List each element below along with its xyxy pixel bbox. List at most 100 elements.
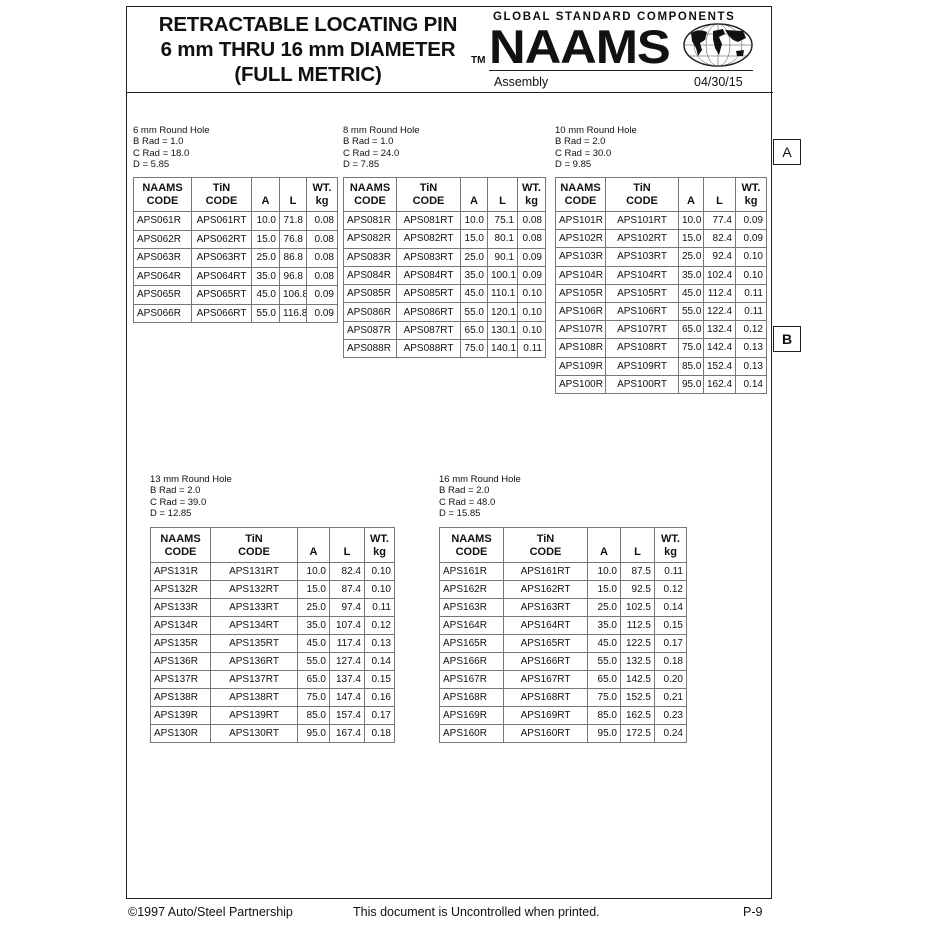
tin-code: APS083RT [396,247,461,267]
table-row: APS101R APS101RT 10.0 77.4 0.09 [555,210,767,231]
weight-value: 0.12 [654,580,687,599]
header-text: L [499,195,506,207]
naams-code-header: NAAMS CODE [555,177,606,212]
naams-code: APS063R [133,248,192,268]
l-value: 97.4 [329,598,365,617]
l-value: 71.8 [279,211,307,231]
l-value: 82.4 [703,229,736,249]
weight-value: 0.11 [364,598,395,617]
weight-value: 0.10 [364,580,395,599]
a-value: 25.0 [460,247,488,267]
weight-value: 0.10 [517,320,546,341]
table-row: APS087R APS087RT 65.0 130.1 0.10 [343,320,546,341]
l-value: 86.8 [279,248,307,268]
naams-code: APS131R [150,562,211,581]
header-text: WT. [370,533,389,545]
tin-code: APS163RT [503,598,588,617]
a-value: 55.0 [678,301,704,322]
page-border [126,6,772,899]
tin-code: APS139RT [210,706,298,725]
spec-line: 8 mm Round Hole [343,125,420,136]
a-value: 85.0 [297,706,330,725]
table-row: APS166R APS166RT 55.0 132.5 0.18 [439,652,687,671]
naams-code: APS109R [555,356,606,376]
naams-code: APS133R [150,598,211,617]
weight-value: 0.08 [517,210,546,231]
l-value: 132.5 [620,652,655,671]
a-value: 10.0 [251,211,280,231]
naams-code: APS103R [555,247,606,267]
a-value: 10.0 [297,562,330,581]
logo-tagline: GLOBAL STANDARD COMPONENTS [493,11,736,23]
header-text: A [687,195,695,207]
weight-value: 0.09 [735,210,767,231]
table-row: APS066R APS066RT 55.0 116.8 0.09 [133,303,338,323]
tin-code: APS168RT [503,688,588,707]
header-text: kg [315,195,329,207]
header-text: CODE [164,546,197,558]
table-row: APS061R APS061RT 10.0 71.8 0.08 [133,211,338,231]
naams-code: APS082R [343,229,397,249]
spec-line: D = 15.85 [439,507,481,519]
spec-line: D = 12.85 [150,507,192,519]
header-text: L [634,546,641,558]
weight-value: 0.11 [654,562,687,581]
header-divider [126,92,773,93]
header-text: L [716,195,723,207]
header-text: CODE [626,195,658,207]
weight-value: 0.14 [654,598,687,617]
a-header: A [460,177,488,212]
a-value: 65.0 [297,670,330,689]
table-row: APS082R APS082RT 15.0 80.1 0.08 [343,229,546,249]
naams-logo: NAAMS [489,20,671,73]
tin-code: APS133RT [210,598,298,617]
header-text: TiN [633,182,651,194]
weight-value: 0.15 [364,670,395,689]
a-value: 65.0 [460,320,488,341]
spec-line: B Rad = 1.0 [343,136,394,148]
table-row: APS108R APS108RT 75.0 142.4 0.13 [555,338,767,358]
tin-code: APS136RT [210,652,298,671]
tin-code: APS134RT [210,616,298,635]
header-text: kg [373,546,386,558]
a-value: 55.0 [251,303,280,323]
title-line: RETRACTABLE LOCATING PIN [158,13,458,36]
spec-line: D = 9.85 [555,158,592,170]
spec-line: D = 5.85 [133,158,170,170]
naams-code: APS064R [133,266,192,286]
l-value: 132.4 [703,320,736,340]
header-text: WT. [741,182,761,194]
spec-line: C Rad = 48.0 [439,496,496,508]
uncontrolled-notice: This document is Uncontrolled when print… [353,905,600,919]
a-value: 15.0 [587,580,621,599]
tin-code: APS065RT [191,285,252,305]
l-value: 110.1 [487,284,518,304]
l-value: 87.5 [620,562,655,581]
hole-spec: 6 mm Round Hole B Rad = 1.0 C Rad = 18.0 D … [133,125,210,170]
a-value: 85.0 [587,706,621,725]
weight-value: 0.18 [364,724,395,743]
table-row: APS134R APS134RT 35.0 107.4 0.12 [150,616,395,635]
tin-code-header: TiN CODE [191,177,252,212]
table-row: APS100R APS100RT 95.0 162.4 0.14 [555,374,767,394]
spec-line: C Rad = 24.0 [343,147,400,159]
l-value: 127.4 [329,652,365,671]
header-text: A [261,195,270,207]
weight-value: 0.09 [735,229,767,249]
a-value: 95.0 [678,374,704,394]
naams-code: APS108R [555,338,606,358]
weight-header: WT. kg [364,527,395,563]
naams-code: APS088R [343,339,397,359]
globe-icon [683,23,753,67]
tin-code: APS086RT [396,302,461,322]
tin-code: APS061RT [191,211,252,231]
table-row: APS135R APS135RT 45.0 117.4 0.13 [150,634,395,653]
table-row: APS139R APS139RT 85.0 157.4 0.17 [150,706,395,725]
table-row: APS065R APS065RT 45.0 106.8 0.09 [133,285,338,305]
a-value: 35.0 [678,265,704,285]
weight-value: 0.18 [654,652,687,671]
a-value: 55.0 [460,302,488,322]
table-row: APS083R APS083RT 25.0 90.1 0.09 [343,247,546,267]
naams-code: APS164R [439,616,504,635]
a-value: 35.0 [251,266,280,286]
